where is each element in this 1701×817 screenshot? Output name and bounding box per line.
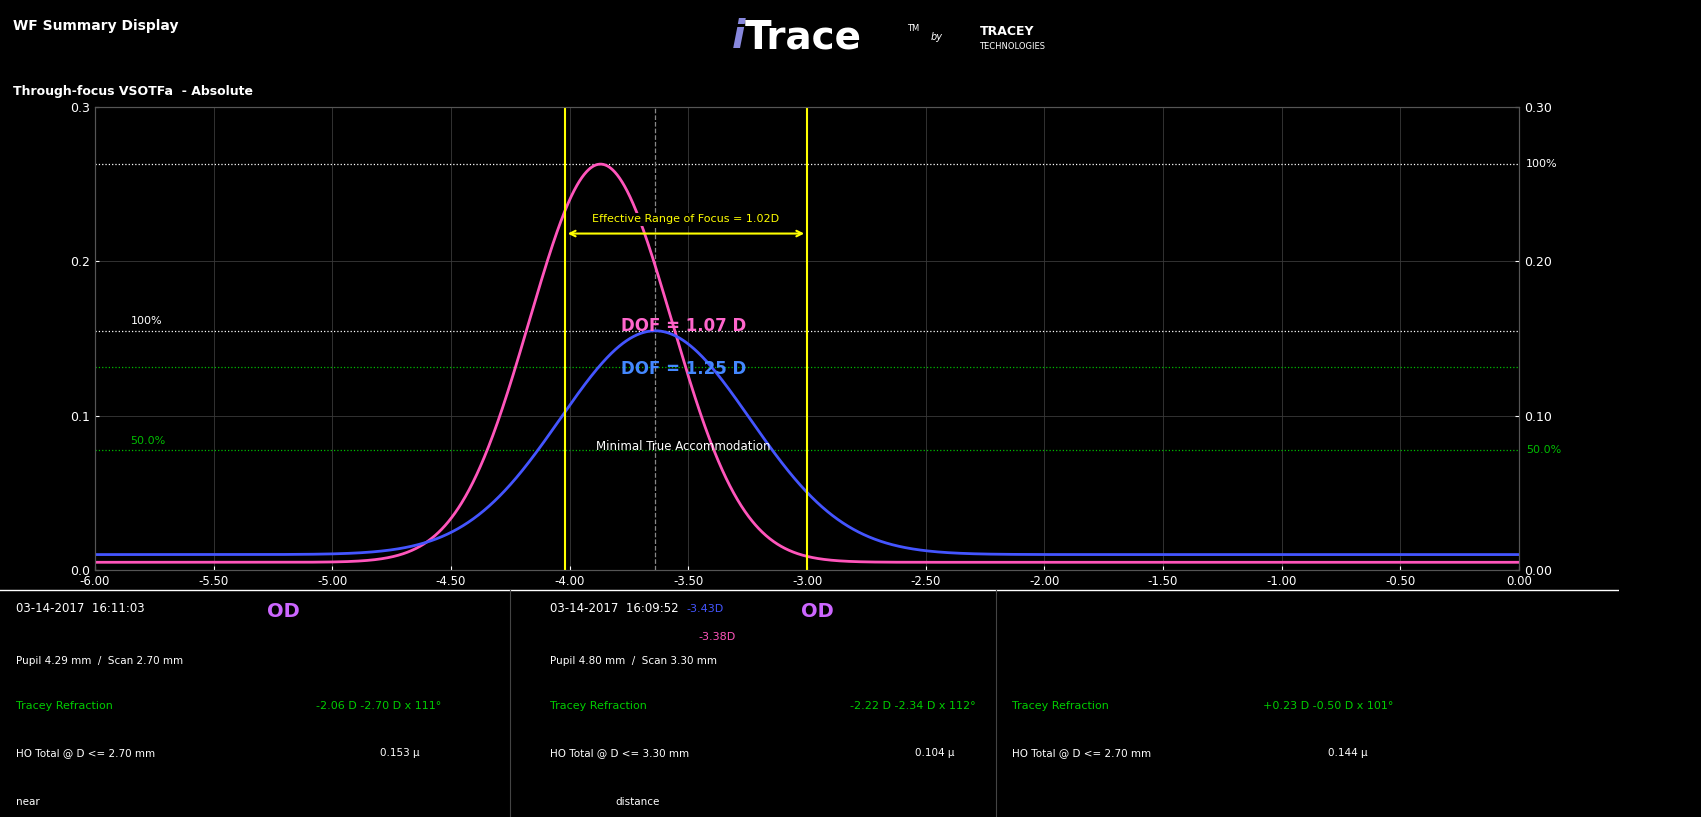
Text: Pupil 4.29 mm  /  Scan 2.70 mm: Pupil 4.29 mm / Scan 2.70 mm (17, 656, 184, 667)
Text: Trace: Trace (745, 19, 862, 56)
Text: Tracey Refraction: Tracey Refraction (1012, 701, 1109, 711)
Text: HO Total @ D <= 2.70 mm: HO Total @ D <= 2.70 mm (1012, 748, 1152, 758)
Text: -3.38D: -3.38D (697, 632, 735, 641)
Text: -3.43D: -3.43D (686, 604, 723, 614)
Text: Tracey Refraction: Tracey Refraction (17, 701, 112, 711)
Text: TM: TM (907, 24, 919, 33)
Text: COURTESY: ANNMARIE HIPSLEY, DPT, PHD: COURTESY: ANNMARIE HIPSLEY, DPT, PHD (1655, 401, 1665, 661)
Text: distance: distance (616, 797, 660, 807)
Text: 100%: 100% (1526, 159, 1558, 169)
Text: TRACEY: TRACEY (980, 25, 1034, 38)
Text: 0.104 μ: 0.104 μ (915, 748, 954, 758)
Text: +0.23 D -0.50 D x 101°: +0.23 D -0.50 D x 101° (1262, 701, 1393, 711)
Text: DOF = 1.07 D: DOF = 1.07 D (621, 317, 747, 335)
Text: Effective Range of Focus = 1.02D: Effective Range of Focus = 1.02D (592, 214, 779, 225)
Text: 03-14-2017  16:09:52: 03-14-2017 16:09:52 (551, 602, 679, 615)
Text: OD: OD (801, 602, 833, 621)
Text: 0.144 μ: 0.144 μ (1327, 748, 1368, 758)
Text: 03-14-2017  16:11:03: 03-14-2017 16:11:03 (17, 602, 145, 615)
Text: HO Total @ D <= 2.70 mm: HO Total @ D <= 2.70 mm (17, 748, 155, 758)
Text: TECHNOLOGIES: TECHNOLOGIES (980, 42, 1046, 51)
Text: DOF = 1.25 D: DOF = 1.25 D (621, 360, 747, 378)
Text: OD: OD (267, 602, 299, 621)
Text: Tracey Refraction: Tracey Refraction (551, 701, 648, 711)
Text: 0.153 μ: 0.153 μ (381, 748, 420, 758)
Text: 50.0%: 50.0% (1526, 445, 1562, 455)
Text: WF Summary Display: WF Summary Display (14, 19, 179, 33)
Text: near: near (17, 797, 39, 807)
Text: by: by (930, 33, 942, 42)
Text: -2.22 D -2.34 D x 112°: -2.22 D -2.34 D x 112° (850, 701, 976, 711)
Text: Through-focus VSOTFa  - Absolute: Through-focus VSOTFa - Absolute (14, 84, 253, 97)
Text: -2.06 D -2.70 D x 111°: -2.06 D -2.70 D x 111° (316, 701, 441, 711)
Text: Minimal True Accommodation: Minimal True Accommodation (597, 440, 771, 453)
Text: 50.0%: 50.0% (131, 435, 167, 446)
Text: 100%: 100% (131, 316, 162, 326)
Text: HO Total @ D <= 3.30 mm: HO Total @ D <= 3.30 mm (551, 748, 689, 758)
Text: Pupil 4.80 mm  /  Scan 3.30 mm: Pupil 4.80 mm / Scan 3.30 mm (551, 656, 718, 667)
Text: i: i (731, 19, 745, 56)
